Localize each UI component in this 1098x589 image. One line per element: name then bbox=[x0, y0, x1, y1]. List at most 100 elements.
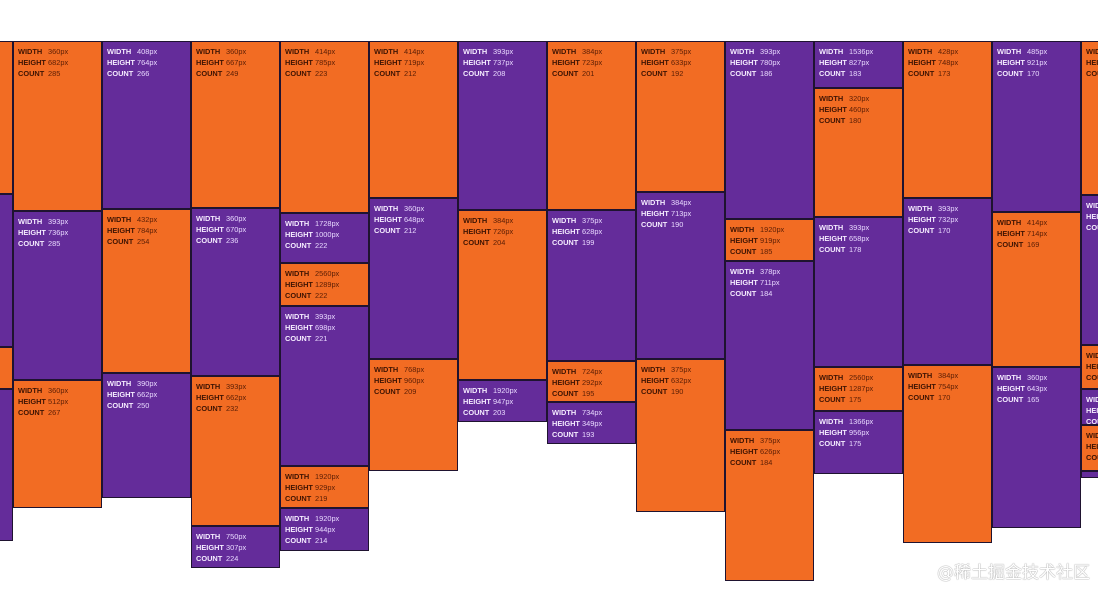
cell-width-row: WIDTH 750px bbox=[196, 531, 279, 542]
cell-height-label: HEIGHT bbox=[1086, 212, 1098, 221]
cell-count-row: COUNT bbox=[1086, 68, 1098, 79]
cell-height-row: HEIGHT 632px bbox=[641, 375, 724, 386]
cell-height-row: HEIGHT 784px bbox=[107, 225, 190, 236]
cell-width-label: WIDTH bbox=[997, 47, 1022, 56]
cell-width-value: 384px bbox=[671, 198, 692, 207]
cell-width-label: WIDTH bbox=[196, 214, 221, 223]
cell-count-label: COUNT bbox=[1086, 453, 1098, 462]
cell-width-label: WIDTH bbox=[730, 47, 755, 56]
cell-count-row: COUNT 203 bbox=[463, 407, 546, 418]
cell-height-label: HEIGHT bbox=[908, 382, 936, 391]
cell-width-value: 768px bbox=[404, 365, 425, 374]
cell-height-row: HEIGHT 633px bbox=[641, 57, 724, 68]
cell-width-value: 734px bbox=[582, 408, 603, 417]
cell-width-value: 384px bbox=[493, 216, 514, 225]
masonry-cell: WIDTH 1366px HEIGHT 956px COUNT 175 bbox=[814, 411, 903, 474]
cell-height-value: 956px bbox=[849, 428, 870, 437]
cell-height-value: 1000px bbox=[315, 230, 340, 239]
cell-width-value: 393px bbox=[315, 312, 336, 321]
cell-count-value: 192 bbox=[671, 69, 684, 78]
cell-count-value: 250 bbox=[137, 401, 150, 410]
cell-width-value: 393px bbox=[493, 47, 514, 56]
masonry-cell: WIDTH 414px HEIGHT 719px COUNT 212 bbox=[369, 41, 458, 198]
cell-width-row: WIDTH bbox=[1086, 476, 1098, 477]
cell-height-value: 919px bbox=[760, 236, 781, 245]
cell-count-label: COUNT bbox=[1086, 223, 1098, 232]
cell-height-value: 714px bbox=[1027, 229, 1048, 238]
cell-count-label: COUNT bbox=[730, 247, 757, 256]
cell-height-label: HEIGHT bbox=[18, 228, 46, 237]
cell-count-label: COUNT bbox=[997, 240, 1024, 249]
cell-width-value: 485px bbox=[1027, 47, 1048, 56]
cell-width-label: WIDTH bbox=[819, 417, 844, 426]
masonry-cell: WIDTHHEIGHTCOUNT bbox=[0, 389, 13, 541]
cell-count-row: COUNT 195 bbox=[552, 388, 635, 399]
cell-width-row: WIDTH 360px bbox=[18, 46, 101, 57]
cell-width-label: WIDTH bbox=[285, 47, 310, 56]
cell-width-value: 375px bbox=[760, 436, 781, 445]
cell-width-row: WIDTH 414px bbox=[374, 46, 457, 57]
masonry-cell: WIDTH 1920px HEIGHT 947px COUNT 203 bbox=[458, 380, 547, 422]
cell-count-value: 285 bbox=[48, 239, 61, 248]
cell-count-label: COUNT bbox=[285, 494, 312, 503]
cell-count-label: COUNT bbox=[463, 69, 490, 78]
cell-count-label: COUNT bbox=[285, 241, 312, 250]
masonry-cell: WIDTH 408px HEIGHT 764px COUNT 266 bbox=[102, 41, 191, 209]
cell-count-label: COUNT bbox=[18, 408, 45, 417]
cell-count-label: COUNT bbox=[463, 238, 490, 247]
cell-height-value: 748px bbox=[938, 58, 959, 67]
cell-count-row: COUNT 236 bbox=[196, 235, 279, 246]
cell-count-row: COUNT 165 bbox=[997, 394, 1080, 405]
masonry-cell: WIDTH 414px HEIGHT 785px COUNT 223 bbox=[280, 41, 369, 213]
cell-count-label: COUNT bbox=[1086, 373, 1098, 382]
cell-height-label: HEIGHT bbox=[730, 278, 758, 287]
masonry-cell: WIDTH 393px HEIGHT 698px COUNT 221 bbox=[280, 306, 369, 466]
cell-height-value: 726px bbox=[493, 227, 514, 236]
cell-count-row: COUNT bbox=[0, 374, 12, 385]
cell-count-label: COUNT bbox=[908, 226, 935, 235]
cell-width-label: WIDTH bbox=[641, 47, 666, 56]
cell-height-row: HEIGHT 960px bbox=[374, 375, 457, 386]
cell-width-row: WIDTH bbox=[1086, 430, 1098, 441]
masonry-cell: WIDTH 360px HEIGHT 682px COUNT 285 bbox=[13, 41, 102, 211]
cell-count-value: 208 bbox=[493, 69, 506, 78]
cell-width-row: WIDTH 390px bbox=[107, 378, 190, 389]
cell-height-row: HEIGHT bbox=[0, 57, 12, 68]
masonry-cell: WIDTH 375px HEIGHT 626px COUNT 184 bbox=[725, 430, 814, 581]
cell-width-row: WIDTH 360px bbox=[196, 213, 279, 224]
cell-count-row: COUNT bbox=[1086, 452, 1098, 463]
cell-width-value: 360px bbox=[226, 214, 247, 223]
cell-height-row: HEIGHT 1287px bbox=[819, 383, 902, 394]
cell-count-row: COUNT bbox=[1086, 416, 1098, 424]
cell-height-label: HEIGHT bbox=[18, 58, 46, 67]
cell-width-value: 360px bbox=[48, 47, 69, 56]
cell-height-label: HEIGHT bbox=[1086, 442, 1098, 451]
cell-height-row: HEIGHT bbox=[1086, 441, 1098, 452]
cell-count-value: 232 bbox=[226, 404, 239, 413]
cell-count-row: COUNT 183 bbox=[819, 68, 902, 79]
cell-height-label: HEIGHT bbox=[374, 58, 402, 67]
cell-width-value: 1920px bbox=[760, 225, 785, 234]
cell-height-label: HEIGHT bbox=[285, 323, 313, 332]
cell-height-row: HEIGHT 512px bbox=[18, 396, 101, 407]
cell-width-row: WIDTH 393px bbox=[18, 216, 101, 227]
cell-height-value: 1289px bbox=[315, 280, 340, 289]
masonry-cell: WIDTHHEIGHTCOUNT bbox=[0, 41, 13, 194]
cell-width-row: WIDTH 360px bbox=[196, 46, 279, 57]
cell-count-label: COUNT bbox=[18, 69, 45, 78]
masonry-cell: WIDTH 393px HEIGHT 732px COUNT 170 bbox=[903, 198, 992, 365]
cell-height-label: HEIGHT bbox=[908, 58, 936, 67]
masonry-cell: WIDTH 393px HEIGHT 662px COUNT 232 bbox=[191, 376, 280, 526]
cell-width-row: WIDTH 393px bbox=[196, 381, 279, 392]
cell-width-row: WIDTH 768px bbox=[374, 364, 457, 375]
cell-count-label: COUNT bbox=[819, 439, 846, 448]
cell-width-row: WIDTH 432px bbox=[107, 214, 190, 225]
cell-count-value: 199 bbox=[582, 238, 595, 247]
cell-height-value: 643px bbox=[1027, 384, 1048, 393]
cell-count-label: COUNT bbox=[285, 291, 312, 300]
cell-width-label: WIDTH bbox=[1086, 476, 1098, 477]
masonry-cell: WIDTH 360px HEIGHT 670px COUNT 236 bbox=[191, 208, 280, 376]
cell-height-row: HEIGHT bbox=[0, 210, 12, 221]
cell-count-row: COUNT 190 bbox=[641, 219, 724, 230]
